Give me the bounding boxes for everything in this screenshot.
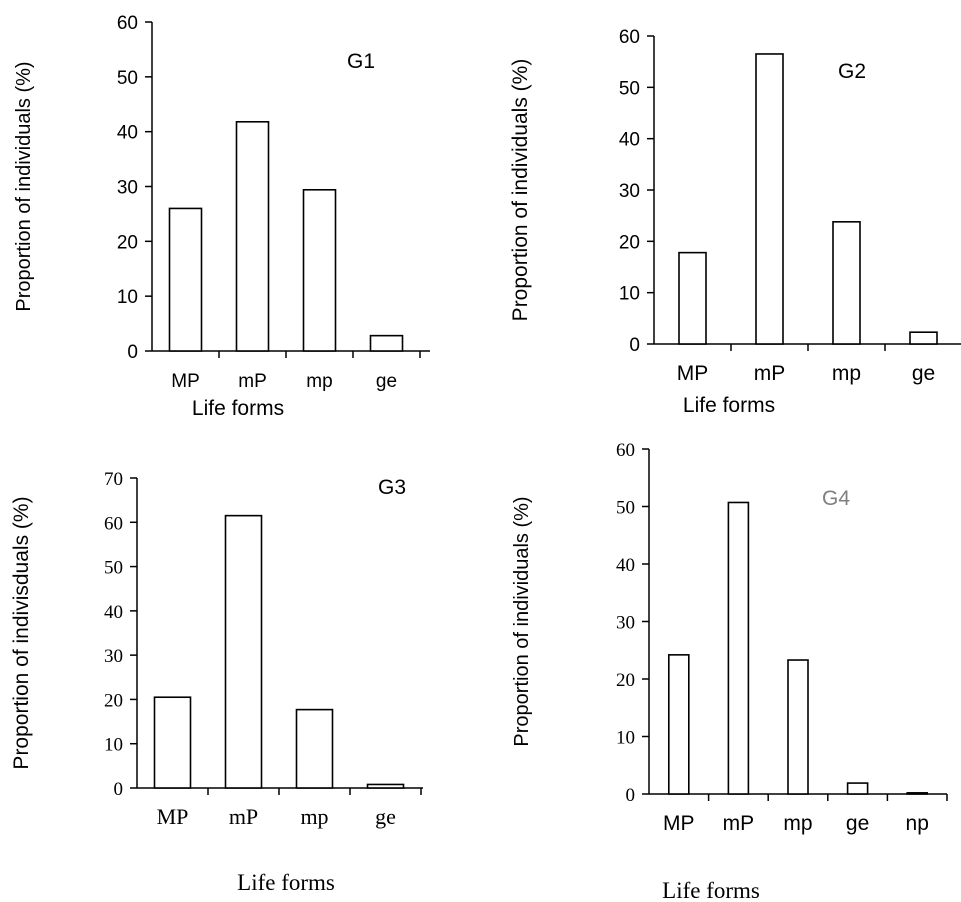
chart-1-y-tick-label: 40 [117,123,138,144]
chart-3-y-tick-label: 40 [104,602,123,623]
chart-4-category-label: np [906,812,929,835]
chart-2-bar-mp [832,221,861,345]
chart-3-bar-mp [153,696,192,789]
chart-2-y-tick-label: 20 [619,232,640,253]
chart-1-y-tick-label: 0 [127,342,138,363]
chart-4-y-tick-label: 50 [616,498,635,519]
chart-4-y-tick-label: 10 [616,728,635,749]
chart-1-category-label: ge [376,371,397,392]
chart-4-y-axis-title: Proportion of individuals (%) [511,496,533,746]
chart-4-bar-mp [787,659,809,795]
chart-3-category-label: mP [229,804,258,829]
chart-4-panel-label: G4 [822,487,850,510]
chart-1-category-label: MP [171,371,200,392]
chart-4-bar-mp [667,654,690,795]
chart-2-category-label: MP [677,362,709,385]
chart-2-category-label: mp [832,362,861,385]
chart-1-y-axis-title: Proportion of individuals (%) [13,61,35,311]
chart-2-bar-mp [755,53,784,345]
chart-4-category-label: ge [846,812,869,835]
chart-3-y-tick-label: 70 [104,469,123,490]
chart-3-category-label: MP [157,804,189,829]
chart-4-y-tick-label: 0 [626,785,636,806]
chart-3-y-tick-label: 0 [114,779,124,800]
chart-1-y-tick-label: 60 [117,13,138,34]
chart-2-bar-mp [678,251,707,345]
chart-1-bar-ge [369,334,404,352]
chart-3-bar-mp [295,708,334,789]
chart-1-panel-label: G1 [347,50,375,73]
chart-3-y-axis-title: Proportion of indivisduals (%) [10,496,33,769]
chart-3-y-tick-label: 50 [104,558,123,579]
chart-2-y-tick-label: 10 [619,284,640,305]
chart-1-bar-mp [168,207,203,352]
chart-2-y-tick-label: 30 [619,181,640,202]
chart-1-bar-mp [235,120,270,352]
chart-4-x-axis-title: Life forms [662,878,760,902]
chart-4-y-tick-label: 20 [616,670,635,691]
chart-1-y-tick-label: 30 [117,178,138,199]
chart-1-category-label: mP [238,371,267,392]
chart-2-y-tick-label: 0 [629,335,640,356]
chart-1-y-tick-label: 10 [117,287,138,308]
chart-4-category-label: MP [663,812,695,835]
chart-2-category-label: ge [912,362,935,385]
chart-4-bar-mp [727,501,750,795]
chart-3-category-label: ge [375,804,396,829]
chart-4-bar-np [906,792,929,795]
chart-2-y-axis-title: Proportion of individuals (%) [509,59,532,322]
chart-2-x-axis-title: Life forms [683,394,775,417]
chart-2-panel-label: G2 [838,60,866,83]
chart-3-y-tick-label: 60 [104,513,123,534]
chart-3-y-tick-label: 30 [104,646,123,667]
chart-4-bar-ge [846,782,869,795]
chart-3-bar-mp [224,514,263,789]
chart-3-bar-ge [366,783,405,789]
chart-3-panel-label: G3 [378,476,406,499]
chart-1-x-axis-title: Life forms [192,397,284,420]
chart-3-category-label: mp [300,804,328,829]
chart-2-bar-ge [909,331,938,345]
chart-1-y-tick-label: 50 [117,68,138,89]
chart-1-y-tick-label: 20 [117,232,138,253]
chart-3-y-tick-label: 10 [104,735,123,756]
chart-1-category-label: mp [306,371,332,392]
chart-2-y-tick-label: 40 [619,130,640,151]
chart-3-x-axis-title: Life forms [237,870,335,895]
chart-2-category-label: mP [754,362,786,385]
chart-4-y-tick-label: 30 [616,613,635,634]
chart-3-y-tick-label: 20 [104,690,123,711]
chart-4-category-label: mP [723,812,755,835]
chart-4-y-tick-label: 60 [616,440,635,461]
chart-2-y-tick-label: 50 [619,78,640,99]
chart-2-y-tick-label: 60 [619,27,640,48]
chart-4-category-label: mp [783,812,812,835]
chart-4-y-tick-label: 40 [616,555,635,576]
chart-1-bar-mp [302,188,337,352]
